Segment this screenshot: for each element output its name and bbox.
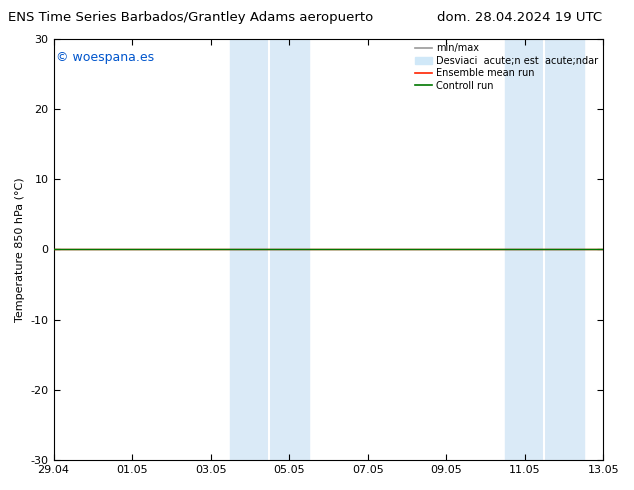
Y-axis label: Temperature 850 hPa (°C): Temperature 850 hPa (°C) (15, 177, 25, 321)
Text: © woespana.es: © woespana.es (56, 51, 155, 64)
Bar (230, 39, 309, 460)
Legend: min/max, Desviaci  acute;n est  acute;ndar, Ensemble mean run, Controll run: min/max, Desviaci acute;n est acute;ndar… (413, 42, 600, 93)
Bar (505, 39, 583, 460)
Text: dom. 28.04.2024 19 UTC: dom. 28.04.2024 19 UTC (437, 11, 602, 24)
Text: ENS Time Series Barbados/Grantley Adams aeropuerto: ENS Time Series Barbados/Grantley Adams … (8, 11, 373, 24)
